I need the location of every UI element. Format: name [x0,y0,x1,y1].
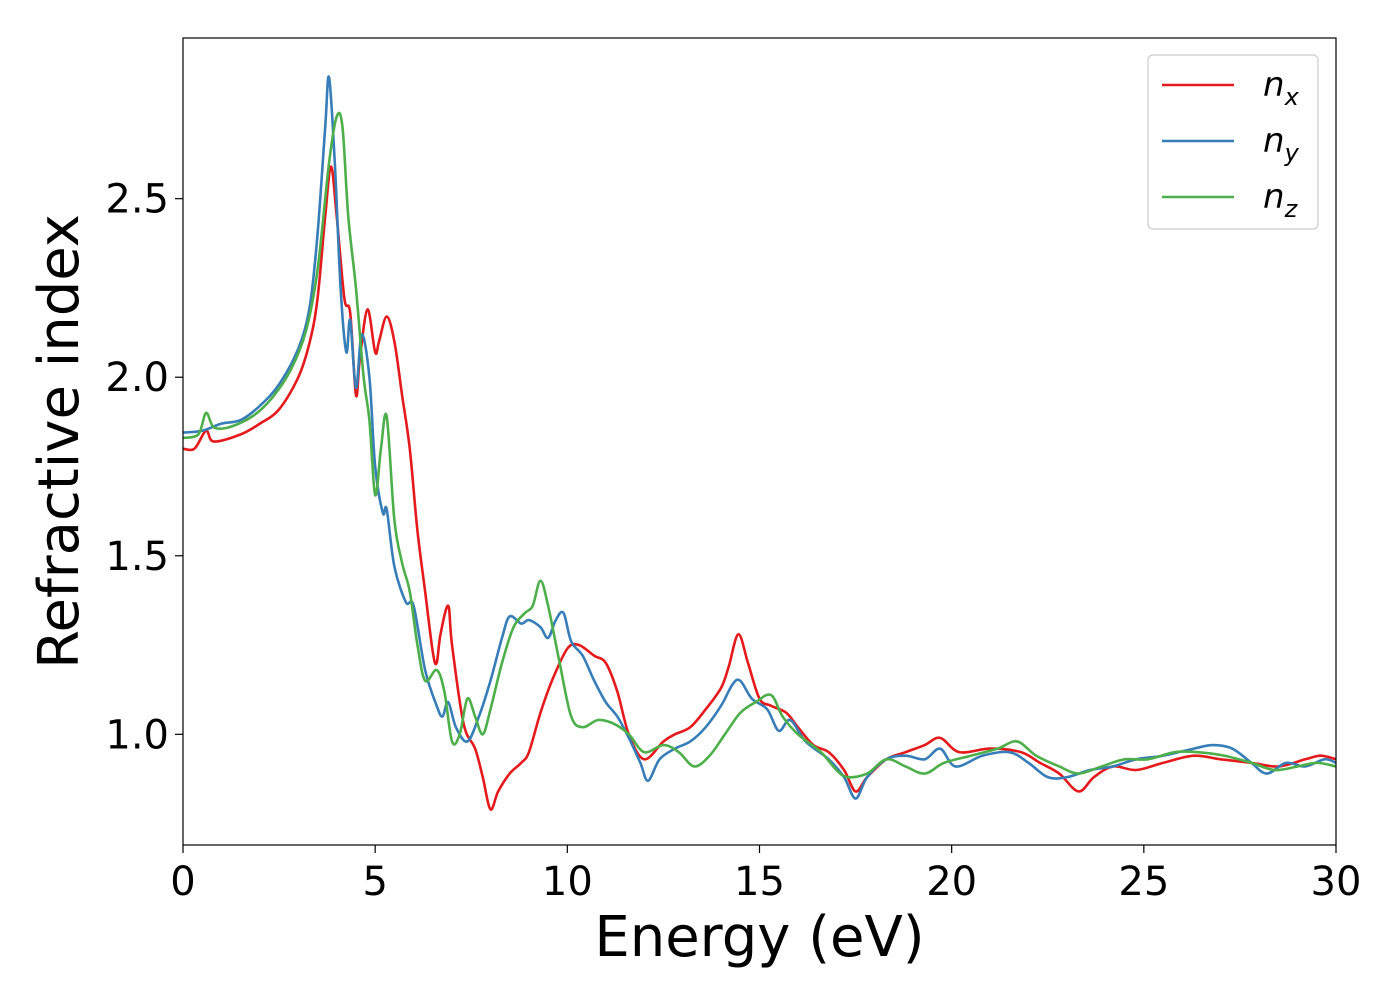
x-tick-label: 25 [1118,859,1169,905]
legend-label-z: nz [1263,177,1299,223]
x-tick-label: 20 [926,859,977,905]
legend-label-subscript: y [1284,139,1300,167]
legend-label-subscript: z [1284,195,1299,223]
y-tick-label: 2.0 [105,355,169,401]
legend-label-base: n [1263,121,1285,161]
x-tick-label: 30 [1311,859,1362,905]
y-tick-label: 2.5 [105,177,169,223]
series-line-nx [183,165,1336,811]
y-tick-label: 1.0 [105,712,169,758]
series-layer [183,75,1336,811]
y-axis-label: Refractive index [27,214,92,669]
x-tick-label: 10 [542,859,593,905]
series-line-ny [183,75,1336,800]
series-line-nz [183,111,1336,779]
legend-label-base: n [1263,177,1285,217]
x-tick-label: 5 [362,859,387,905]
legend-label-x: nx [1263,65,1300,111]
x-tick-label: 15 [734,859,785,905]
x-tick-label: 0 [170,859,195,905]
x-axis-label: Energy (eV) [594,905,924,970]
legend-label-subscript: x [1284,83,1300,111]
y-tick-label: 1.5 [105,534,169,580]
ticks-layer: 0 5 10 15 20 25 30 1.0 1.5 2.0 2.5 [105,177,1361,905]
legend-label-base: n [1263,65,1285,105]
legend-label-y: ny [1263,121,1300,167]
